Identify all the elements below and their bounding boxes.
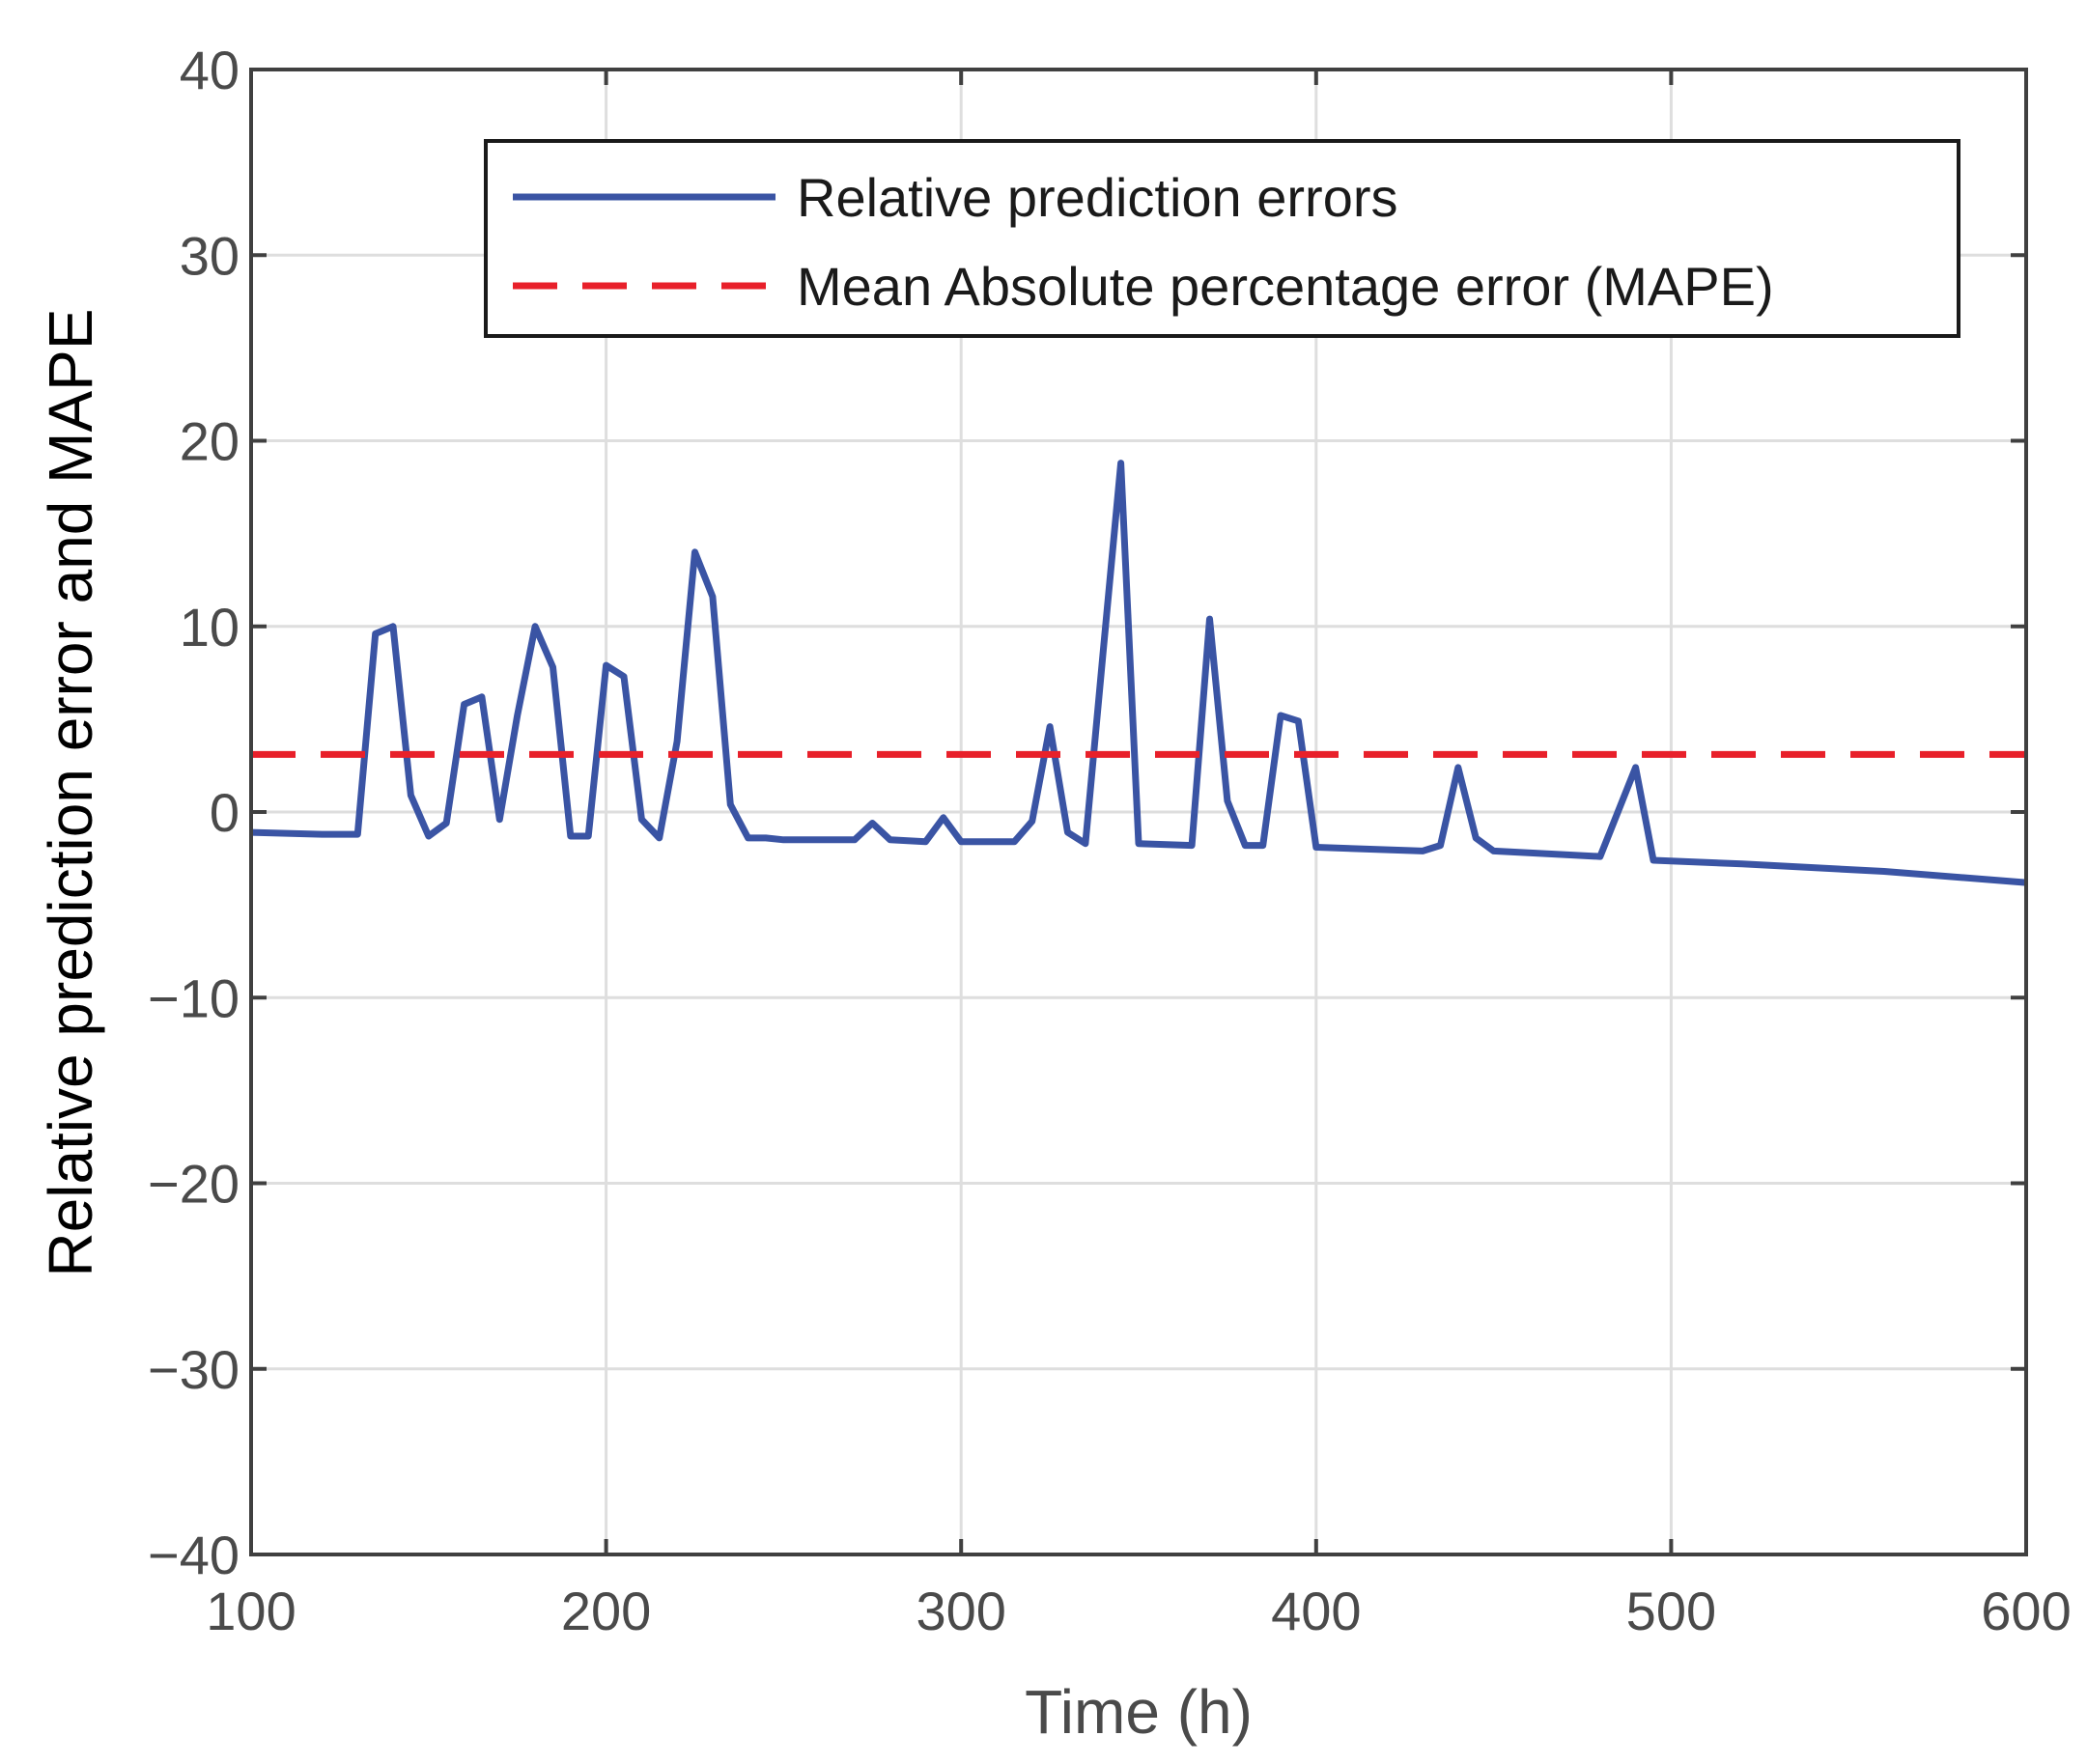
x-tick-label: 500 [1626, 1581, 1716, 1641]
legend-box [484, 139, 1960, 338]
relative-errors-line [250, 460, 2027, 886]
y-axis-title: Relative prediction error and MAPE [36, 308, 105, 1276]
y-tick-label: 20 [180, 411, 240, 472]
y-tick-label: −20 [148, 1154, 240, 1215]
legend-label-relative-errors: Relative prediction errors [797, 167, 1397, 228]
y-tick-label: −40 [148, 1525, 240, 1585]
x-axis-title: Time (h) [1025, 1677, 1253, 1747]
y-tick-label: 30 [180, 225, 240, 286]
axis-ticks [249, 68, 2028, 1556]
x-tick-label: 100 [206, 1581, 296, 1641]
x-tick-label: 300 [916, 1581, 1005, 1641]
x-tick-label: 400 [1271, 1581, 1361, 1641]
y-tick-label: 10 [180, 597, 240, 658]
tick-labels: 100 200 300 400 500 600 −40 −30 −20 −10 0 10 20 30 40 [148, 40, 2072, 1641]
plot-lines [250, 460, 2027, 886]
x-tick-label: 200 [561, 1581, 651, 1641]
x-tick-label: 600 [1981, 1581, 2071, 1641]
y-tick-label: −10 [148, 967, 240, 1028]
legend-label-mape: Mean Absolute percentage error (MAPE) [797, 256, 1774, 317]
y-tick-label: −30 [148, 1339, 240, 1400]
legend: Relative prediction errors Mean Absolute… [484, 139, 1960, 338]
y-tick-label: 40 [180, 40, 240, 100]
y-tick-label: 0 [210, 782, 240, 843]
